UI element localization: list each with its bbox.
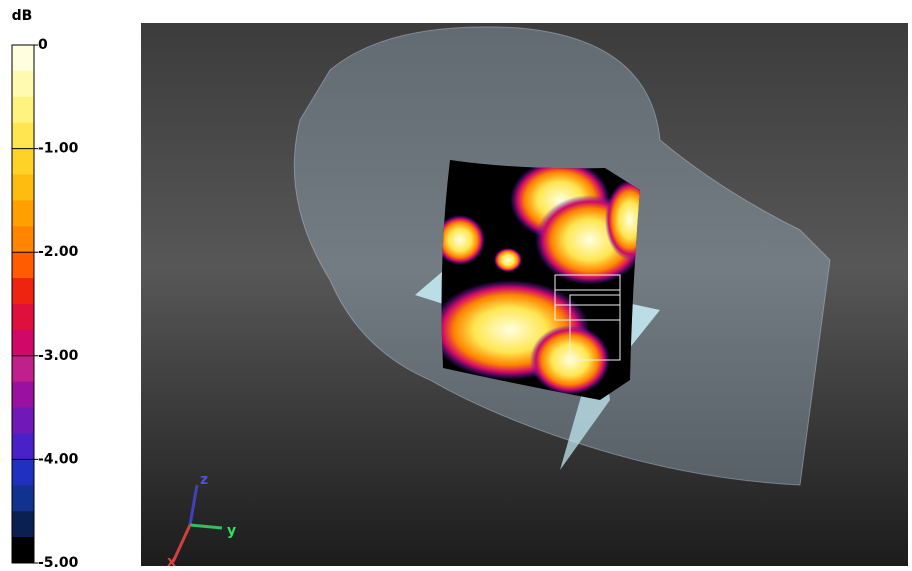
legend-swatch: [12, 329, 34, 357]
legend-swatch: [12, 70, 34, 98]
legend-swatch: [12, 252, 34, 279]
measurement-grid: [554, 274, 621, 361]
legend-swatch: [12, 96, 34, 124]
legend-tick-label: 0: [38, 37, 48, 53]
sar-heatmap: [441, 160, 640, 400]
legend-swatch: [12, 122, 34, 150]
legend-swatch: [12, 226, 34, 253]
legend-swatch: [12, 278, 34, 305]
legend-swatch: [12, 148, 34, 175]
legend-swatch: [12, 537, 34, 564]
axis-label-x: x: [167, 554, 176, 570]
legend-tick-label: -2.00: [38, 244, 79, 260]
legend-tick-label: -1.00: [38, 141, 79, 157]
legend-swatch: [12, 407, 34, 434]
legend-swatch: [12, 45, 34, 72]
legend-tick-label: -5.00: [38, 555, 79, 571]
legend-swatch: [12, 304, 34, 331]
legend-tick-label: -3.00: [38, 348, 79, 364]
legend-unit: dB: [12, 8, 33, 24]
legend-swatch: [12, 200, 34, 227]
legend-swatch: [12, 355, 34, 383]
axis-label-y: y: [227, 523, 236, 539]
legend-tick-label: -4.00: [38, 451, 79, 467]
legend-swatch: [12, 174, 34, 201]
legend-swatch: [12, 381, 34, 409]
axis-label-z: z: [200, 472, 208, 488]
color-legend: 0 -1.00 -2.00 -3.00 -4.00 -5.00: [11, 37, 79, 571]
axis-triad: [171, 484, 223, 563]
legend-swatch: [12, 459, 34, 486]
legend-swatch: [12, 485, 34, 512]
legend-swatch: [12, 511, 34, 538]
legend-swatch: [12, 433, 34, 460]
